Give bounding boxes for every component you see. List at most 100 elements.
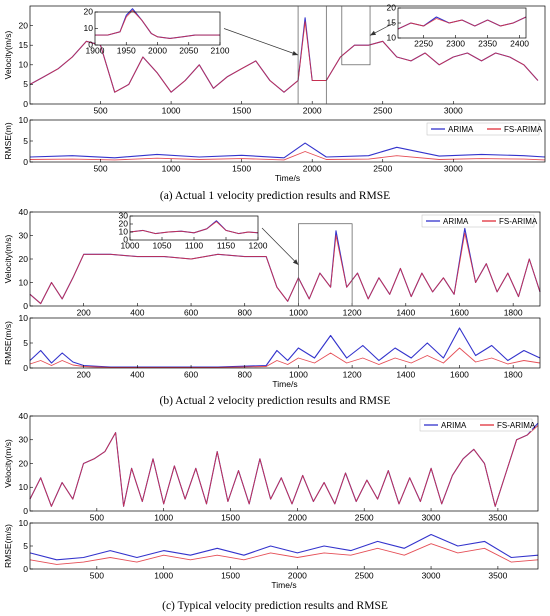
series-line-fs-arima <box>95 9 220 39</box>
zoom-arrow-head <box>292 259 299 265</box>
y-tick-label: 10 <box>19 313 29 323</box>
x-tick-label: 2000 <box>288 513 307 523</box>
series-line-fs-arima <box>29 347 541 368</box>
y-tick-label: 10 <box>119 227 129 237</box>
x-tick-label: 2000 <box>288 571 307 581</box>
x-tick-label: 500 <box>93 106 107 116</box>
x-tick-label: 1400 <box>396 370 415 380</box>
y-tick-label: 15 <box>19 40 29 50</box>
series-line-fs-arima <box>29 21 539 93</box>
x-tick-label: 800 <box>238 370 252 380</box>
x-tick-label: 3000 <box>444 106 463 116</box>
caption-b: (b) Actual 2 velocity prediction results… <box>160 395 391 407</box>
y-tick-label: 30 <box>119 211 129 221</box>
y-tick-label: 0 <box>23 564 28 574</box>
x-tick-label: 1800 <box>504 370 523 380</box>
plot-area <box>398 8 526 38</box>
x-tick-label: 2050 <box>179 46 198 56</box>
x-tick-label: 1000 <box>289 370 308 380</box>
y-tick-label: 0 <box>23 157 28 167</box>
x-tick-label: 1600 <box>450 308 469 318</box>
x-tick-label: 2100 <box>211 46 230 56</box>
y-tick-label: 10 <box>19 518 29 528</box>
chart-a-inset2: 2250 2300 2350 2400 10 15 20 <box>387 3 530 49</box>
y-tick-label: 10 <box>19 115 29 125</box>
x-tick-label: 1050 <box>153 241 172 251</box>
caption-c: (c) Typical velocity prediction results … <box>162 600 388 612</box>
x-tick-label: 1900 <box>86 46 105 56</box>
y-tick-label: 0 <box>23 301 28 311</box>
x-axis-label: Time/s <box>275 173 300 183</box>
series-line-fs-arima <box>29 543 539 565</box>
series-line-fs-arima <box>129 221 259 235</box>
x-tick-label: 500 <box>93 164 107 174</box>
y-axis-label: RMSE(m/s) <box>3 524 13 568</box>
y-tick-label: 5 <box>23 541 28 551</box>
chart-c-rmse: 500 1000 1500 2000 2500 3000 3500 0 5 10 RMSE(m/s)… <box>3 518 539 590</box>
legend-box <box>421 214 535 228</box>
y-tick-label: 5 <box>23 79 28 89</box>
y-tick-label: 5 <box>23 136 28 146</box>
plot-area <box>30 416 538 511</box>
x-tick-label: 3500 <box>488 571 507 581</box>
y-tick-label: 10 <box>84 23 94 33</box>
x-tick-label: 2000 <box>303 164 322 174</box>
x-tick-label: 1100 <box>185 241 204 251</box>
y-tick-label: 20 <box>19 458 29 468</box>
chart-b-velocity: 200 400 600 800 1000 1200 1400 1600 180001020304… <box>3 207 541 318</box>
x-tick-label: 2500 <box>373 164 392 174</box>
x-tick-label: 2350 <box>478 39 497 49</box>
plot-area <box>130 216 258 240</box>
y-tick-label: 20 <box>119 219 129 229</box>
y-tick-label: 15 <box>387 18 397 28</box>
x-tick-label: 800 <box>238 308 252 318</box>
y-axis-label: Velocity(m/s) <box>3 439 13 488</box>
y-tick-label: 10 <box>387 33 397 43</box>
legend-label-fs-arima: FS-ARIMA <box>499 217 538 226</box>
caption-a: (a) Actual 1 velocity prediction results… <box>160 190 390 202</box>
y-axis-label: Velocity(m/s) <box>3 235 13 284</box>
series-line-arima <box>29 327 541 368</box>
x-tick-label: 1200 <box>343 308 362 318</box>
x-tick-label: 1000 <box>162 106 181 116</box>
y-tick-label: 10 <box>19 277 29 287</box>
x-tick-label: 3500 <box>488 513 507 523</box>
x-tick-label: 2000 <box>148 46 167 56</box>
x-tick-label: 1000 <box>162 164 181 174</box>
x-tick-label: 1200 <box>249 241 268 251</box>
x-tick-label: 400 <box>130 308 144 318</box>
x-tick-label: 1150 <box>217 241 236 251</box>
legend-label-arima: ARIMA <box>448 125 474 134</box>
y-tick-label: 0 <box>23 363 28 373</box>
y-tick-label: 0 <box>23 99 28 109</box>
y-tick-label: 0 <box>88 40 93 50</box>
y-tick-label: 30 <box>19 435 29 445</box>
y-tick-label: 0 <box>23 506 28 516</box>
x-tick-label: 1000 <box>154 571 173 581</box>
x-tick-label: 200 <box>77 370 91 380</box>
chart-a-inset1: 1900 1950 2000 2050 2100 0 10 20 <box>84 7 230 56</box>
legend-label-arima: ARIMA <box>441 421 467 430</box>
y-tick-label: 0 <box>123 235 128 245</box>
series-line-arima <box>29 533 539 561</box>
x-tick-label: 1950 <box>117 46 136 56</box>
x-tick-label: 1500 <box>232 106 251 116</box>
x-tick-label: 600 <box>184 370 198 380</box>
chart-b-rmse: 200 400 600 800 1000 1200 1400 1600 1800 0 5 10 RMSE… <box>3 313 541 389</box>
chart-c-velocity: 500 1000 1500 2000 2500 3000 3500 0 10 20 30 40 Velo… <box>3 411 539 523</box>
x-tick-label: 1600 <box>450 370 469 380</box>
zoom-arrow <box>261 227 299 266</box>
x-tick-label: 2250 <box>414 39 433 49</box>
x-tick-label: 500 <box>90 571 104 581</box>
series-line-arima <box>29 142 546 159</box>
y-tick-label: 30 <box>19 230 29 240</box>
x-tick-label: 2500 <box>373 106 392 116</box>
legend-label-arima: ARIMA <box>443 217 469 226</box>
x-tick-label: 1200 <box>343 370 362 380</box>
y-tick-label: 20 <box>84 7 94 17</box>
x-tick-label: 2500 <box>355 571 374 581</box>
x-tick-label: 200 <box>77 308 91 318</box>
y-tick-label: 20 <box>387 3 397 13</box>
series-line-fs-arima <box>29 425 539 507</box>
